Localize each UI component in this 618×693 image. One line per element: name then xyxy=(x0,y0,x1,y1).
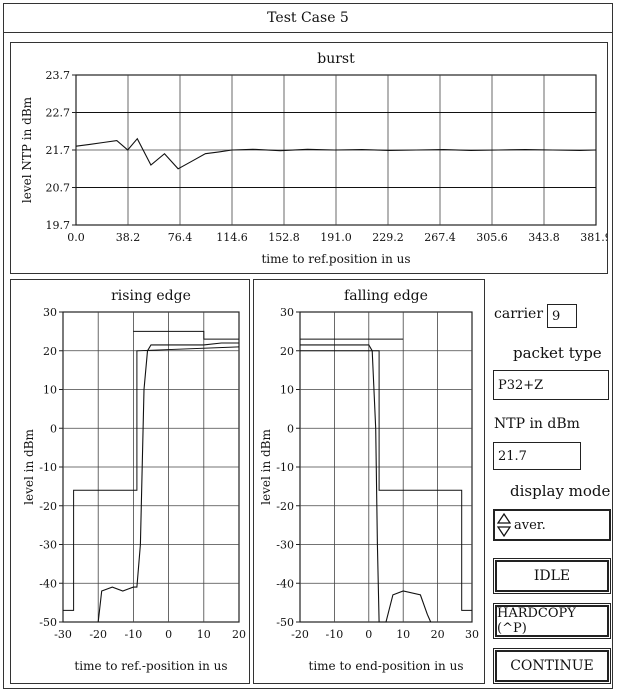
mask-lower-line xyxy=(63,346,240,611)
up-down-arrows-icon[interactable] xyxy=(496,512,512,538)
y-tick-label: -20 xyxy=(39,500,57,513)
rising-edge-chart: rising edge -30 -20 -10 0 10 20 30 20 10 0 -10 -20 -3… xyxy=(22,288,246,673)
x-tick-label: 343.8 xyxy=(528,231,560,244)
rising-edge-panel: rising edge -30 -20 -10 0 10 20 30 20 10 0 -10 -20 -3… xyxy=(10,279,250,684)
x-tick-label: 20 xyxy=(431,628,445,641)
x-tick-label: -20 xyxy=(291,628,309,641)
y-tick-label: -20 xyxy=(276,500,294,513)
x-tick-label: 76.4 xyxy=(168,231,193,244)
display-mode-select[interactable]: aver. xyxy=(493,509,611,541)
display-mode-label: display mode xyxy=(510,482,611,500)
burst-panel: burst 0.0 38.2 76.4 114.6 152.8 191.0 229.2 267.… xyxy=(10,42,612,274)
y-tick-label: 0 xyxy=(287,422,294,435)
x-tick-label: 114.6 xyxy=(216,231,248,244)
y-tick-label: 20 xyxy=(280,345,294,358)
y-tick-label: -50 xyxy=(39,616,57,629)
x-tick-label: 10 xyxy=(396,628,410,641)
y-tick-label: 20 xyxy=(43,345,57,358)
packet-type-label: packet type xyxy=(513,344,602,362)
x-tick-label: -10 xyxy=(326,628,344,641)
y-tick-label: 20.7 xyxy=(46,182,71,195)
x-tick-label: 381.9 xyxy=(580,231,607,244)
y-axis-label: level in dBm xyxy=(22,429,36,505)
x-tick-label: 10 xyxy=(197,628,211,641)
series-line xyxy=(75,137,597,170)
x-axis-label: time to end-position in us xyxy=(309,659,464,673)
x-tick-label: -10 xyxy=(125,628,143,641)
y-tick-label: -10 xyxy=(276,461,294,474)
y-tick-label: -10 xyxy=(39,461,57,474)
x-tick-label: 38.2 xyxy=(116,231,141,244)
y-tick-label: 30 xyxy=(43,306,57,319)
y-tick-label: -40 xyxy=(276,577,294,590)
continue-button[interactable]: CONTINUE xyxy=(493,648,611,684)
y-axis-label: level NTP in dBm xyxy=(20,96,34,203)
chart-title: burst xyxy=(317,51,355,67)
y-tick-label: 0 xyxy=(50,422,57,435)
x-tick-label: -30 xyxy=(54,628,72,641)
test-case-window: Test Case 5 burst 0.0 38.2 76.4 114.6 152.8 19… xyxy=(3,3,613,689)
x-tick-label: 229.2 xyxy=(372,231,404,244)
series-line xyxy=(97,342,239,623)
x-tick-label: 20 xyxy=(232,628,246,641)
x-axis-label: time to ref.-position in us xyxy=(74,659,227,673)
y-tick-label: -30 xyxy=(39,539,57,552)
mask-upper-line xyxy=(133,330,239,340)
ntp-label: NTP in dBm xyxy=(494,416,580,432)
falling-edge-chart: falling edge -20 -10 0 10 20 30 30 20 10 0 -10 -20 -3… xyxy=(259,288,479,673)
x-tick-label: 152.8 xyxy=(268,231,300,244)
x-tick-label: 0 xyxy=(165,628,172,641)
y-tick-label: 19.7 xyxy=(46,219,71,232)
carrier-label: carrier xyxy=(494,306,544,322)
mask-lower-line xyxy=(300,350,472,611)
chart-title: rising edge xyxy=(111,288,191,304)
carrier-field[interactable]: 9 xyxy=(547,304,577,328)
y-tick-label: 10 xyxy=(43,384,57,397)
burst-chart: burst 0.0 38.2 76.4 114.6 152.8 191.0 229.2 267.… xyxy=(20,51,612,266)
chart-title: falling edge xyxy=(344,288,428,304)
x-tick-label: 191.0 xyxy=(320,231,352,244)
hardcopy-button[interactable]: HARDCOPY (^P) xyxy=(493,603,611,639)
y-tick-label: 22.7 xyxy=(46,107,71,120)
idle-button[interactable]: IDLE xyxy=(493,558,611,594)
x-tick-label: 0.0 xyxy=(67,231,85,244)
y-axis-label: level in dBm xyxy=(259,429,273,505)
x-tick-label: -20 xyxy=(89,628,107,641)
y-tick-label: -50 xyxy=(276,616,294,629)
y-tick-label: 21.7 xyxy=(46,144,71,157)
x-tick-label: 30 xyxy=(465,628,479,641)
packet-type-field[interactable]: P32+Z xyxy=(493,370,609,400)
x-tick-label: 267.4 xyxy=(424,231,456,244)
ntp-field[interactable]: 21.7 xyxy=(493,442,581,470)
series-line xyxy=(300,344,432,623)
x-tick-label: 0 xyxy=(365,628,372,641)
y-tick-label: -30 xyxy=(276,539,294,552)
window-title: Test Case 5 xyxy=(4,4,612,33)
display-mode-value: aver. xyxy=(514,517,546,533)
x-tick-label: 305.6 xyxy=(476,231,508,244)
y-tick-label: 10 xyxy=(280,384,294,397)
x-axis-label: time to ref.position in us xyxy=(261,252,410,266)
falling-edge-panel: falling edge -20 -10 0 10 20 30 30 20 10 0 -10 -20 -3… xyxy=(253,279,485,684)
y-tick-label: 23.7 xyxy=(46,69,71,82)
y-tick-label: -40 xyxy=(39,577,57,590)
y-tick-label: 30 xyxy=(280,306,294,319)
